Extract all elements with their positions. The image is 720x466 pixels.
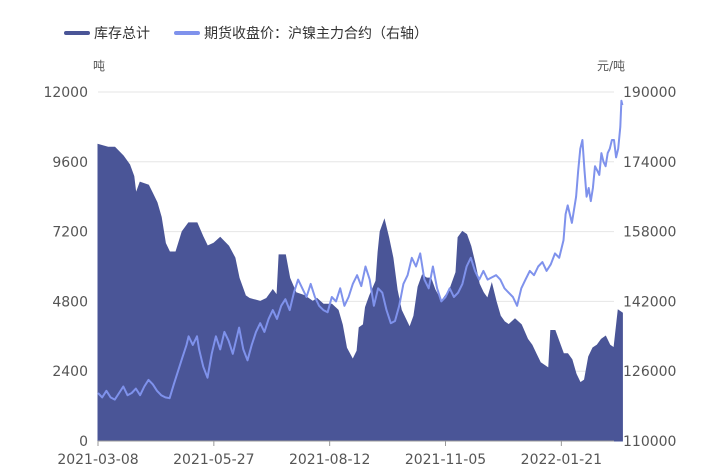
right-tick-label: 190000 xyxy=(623,85,676,101)
right-tick-label: 126000 xyxy=(623,364,676,380)
legend-label-1: 库存总计 xyxy=(94,26,150,42)
right-tick-label: 110000 xyxy=(623,434,676,450)
left-tick-label: 7200 xyxy=(52,225,88,241)
left-tick-label: 4800 xyxy=(52,294,88,310)
legend: 库存总计 期货收盘价：沪镍主力合约（右轴） xyxy=(64,25,428,42)
right-axis-ticks: 110000 126000 142000 158000 174000 190000 xyxy=(623,85,676,450)
left-axis-ticks: 0 2400 4800 7200 9600 12000 xyxy=(43,85,88,450)
right-tick-label: 174000 xyxy=(623,155,676,171)
left-tick-label: 12000 xyxy=(43,85,88,101)
x-axis-ticks: 2021-03-08 2021-05-27 2021-08-12 2021-11-05… xyxy=(57,441,602,466)
legend-label-2: 期货收盘价：沪镍主力合约（右轴） xyxy=(204,25,428,42)
x-tick-label: 2021-05-27 xyxy=(173,452,254,466)
x-tick-label: 2021-03-08 xyxy=(57,452,138,466)
left-axis-unit: 吨 xyxy=(93,59,105,73)
x-tick-label: 2021-08-12 xyxy=(289,452,370,466)
x-tick-label: 2022-01-21 xyxy=(521,452,602,466)
left-tick-label: 9600 xyxy=(52,155,88,171)
left-tick-label: 0 xyxy=(79,434,88,450)
plot-area xyxy=(97,99,624,442)
x-tick-label: 2021-11-05 xyxy=(405,452,486,466)
right-axis-unit: 元/吨 xyxy=(597,59,625,73)
left-tick-label: 2400 xyxy=(52,364,88,380)
right-tick-label: 158000 xyxy=(623,225,676,241)
price-line-series xyxy=(97,99,624,401)
inventory-area-series xyxy=(97,143,623,442)
right-tick-label: 142000 xyxy=(623,294,676,310)
